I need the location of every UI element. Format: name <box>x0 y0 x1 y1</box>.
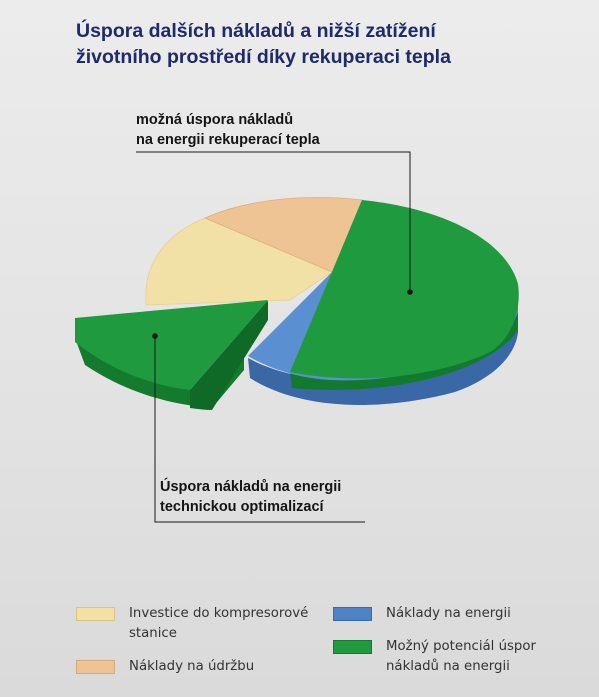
annotation-technical-optimization: Úspora nákladů na energii technickou opt… <box>160 477 341 517</box>
green-slice-side <box>290 300 518 390</box>
legend-label-investice: Investice do kompresorové stanice <box>129 606 309 641</box>
annotation-heat-recovery: možná úspora nákladů na energii rekupera… <box>136 110 320 150</box>
legend-label-udrzba: Náklady na údržbu <box>129 659 255 674</box>
chart-title: Úspora dalších nákladů a nižší zatížení … <box>76 18 576 70</box>
legend-swatch-potencial <box>333 640 372 654</box>
annotation-heat-recovery-line-1: možná úspora nákladů <box>136 112 294 128</box>
legend-swatch-energie <box>333 607 372 621</box>
legend-swatch-udrzba <box>76 660 115 674</box>
exploded-slice-front <box>190 300 268 410</box>
leader-lines <box>136 151 413 523</box>
leader-line-top <box>136 151 411 292</box>
legend-label-potencial: Možný potenciál úspor nákladů na energii <box>386 639 536 674</box>
title-line-2: životního prostředí díky rekuperaci tepl… <box>76 46 451 68</box>
leader-dot-top <box>407 289 413 295</box>
leader-line-bottom <box>154 336 365 523</box>
annotation-technical-optimization-line-2: technickou optimalizací <box>160 499 324 515</box>
maintenance-slice-top <box>203 197 363 273</box>
exploded-slice-top <box>75 300 268 390</box>
investment-slice-top <box>145 217 333 306</box>
annotation-heat-recovery-line-2: na energii rekuperací tepla <box>136 132 320 148</box>
annotation-technical-optimization-line-1: Úspora nákladů na energii <box>160 479 342 495</box>
legend-swatch-investice <box>76 607 115 621</box>
pie-top <box>75 197 519 390</box>
legend-label-energie: Náklady na energii <box>386 606 511 621</box>
potential-slice-top <box>290 200 519 379</box>
title-line-1: Úspora dalších nákladů a nižší zatížení <box>76 20 436 42</box>
leader-dot-bottom <box>152 333 158 339</box>
